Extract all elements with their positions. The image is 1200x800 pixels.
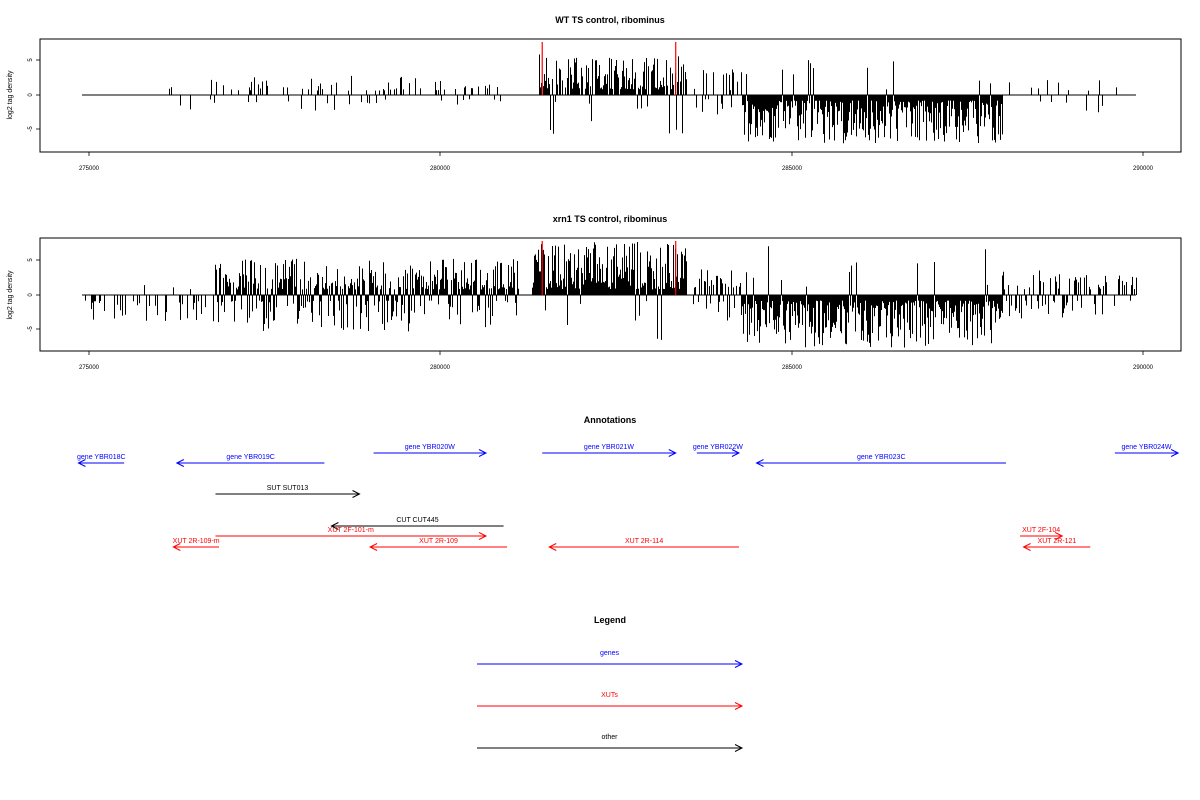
annotation-arrowhead — [548, 543, 557, 551]
annotation-label: gene YBR023C — [857, 454, 906, 461]
annotation-label: gene YBR018C — [77, 454, 126, 461]
annotation-gene: gene YBR021W — [542, 444, 677, 457]
panel-wt-x-axis: 275000 280000 285000 290000 — [79, 152, 1154, 172]
annotation-arrowhead — [1022, 543, 1031, 551]
panel-xrn1-ytick: -5 — [28, 326, 34, 332]
annotation-label: gene YBR024W — [1121, 444, 1171, 451]
panel-xrn1-ytick: 0 — [28, 293, 34, 297]
annotation-arrowhead — [668, 449, 677, 457]
panel-wt: WT TS control, ribominus 5 0 -5 log2 tag… — [7, 15, 1182, 172]
annotation-arrowhead — [1170, 449, 1180, 457]
annotation-arrowhead — [175, 459, 185, 467]
annotation-xut: XUT 2F-101-m — [215, 527, 488, 540]
panel-xrn1-y-axis: 5 0 -5 log2 tag density — [7, 258, 40, 332]
annotation-gene: gene YBR024W — [1114, 444, 1180, 457]
annotation-arrowhead — [731, 449, 741, 457]
annotation-label: gene YBR022W — [693, 444, 743, 451]
annotation-xut: XUT 2R-121 — [1022, 538, 1091, 551]
annotation-xut: XUT 2R-114 — [548, 538, 739, 551]
annotation-arrowhead — [77, 459, 86, 467]
legend-panel: Legend genes XUTs other — [477, 615, 744, 752]
panel-xrn1-xtick: 285000 — [782, 365, 803, 371]
panel-wt-xtick: 280000 — [430, 166, 451, 172]
panel-wt-y-axis: 5 0 -5 log2 tag density — [7, 58, 40, 132]
annotation-arrowhead — [478, 532, 488, 540]
legend-label: XUTs — [601, 692, 618, 699]
panel-wt-xtick: 285000 — [782, 166, 803, 172]
panel-wt-title: WT TS control, ribominus — [555, 15, 665, 25]
legend-item-other: other — [477, 734, 744, 752]
annotation-label: XUT 2R-109 — [419, 538, 458, 545]
annotation-gene: gene YBR023C — [755, 454, 1006, 467]
panel-xrn1-xtick: 275000 — [79, 365, 100, 371]
legend-arrowhead — [734, 702, 744, 710]
legend-item-gene: genes — [477, 650, 744, 668]
annotation-label: XUT 2R-109-m — [173, 538, 220, 545]
legend-title: Legend — [594, 615, 626, 625]
annotation-gene: gene YBR019C — [175, 454, 325, 467]
annotation-label: gene YBR019C — [226, 454, 275, 461]
annotation-label: XUT 2R-121 — [1038, 538, 1077, 545]
panel-wt-xtick: 290000 — [1133, 166, 1154, 172]
panel-wt-marks — [81, 42, 1136, 144]
panel-xrn1-ylabel: log2 tag density — [7, 270, 14, 320]
annotation-other: CUT CUT445 — [330, 517, 504, 530]
panel-xrn1-xtick: 280000 — [430, 365, 451, 371]
annotation-xut: XUT 2R-109-m — [172, 538, 220, 551]
panel-xrn1-xtick: 290000 — [1133, 365, 1154, 371]
legend-label: other — [602, 734, 619, 741]
legend-arrowhead — [734, 744, 744, 752]
annotation-gene: gene YBR018C — [77, 454, 126, 467]
panel-wt-ytick: -5 — [28, 126, 34, 132]
legend-items: genes XUTs other — [477, 650, 744, 752]
legend-label: genes — [600, 650, 620, 657]
annotation-arrowhead — [330, 522, 339, 530]
annotation-features: gene YBR018C gene YBR019C gene YBR020W gene… — [77, 444, 1180, 551]
annotation-label: SUT SUT013 — [267, 485, 309, 492]
panel-xrn1-title: xrn1 TS control, ribominus — [553, 214, 668, 224]
annotation-arrowhead — [755, 459, 764, 467]
panel-wt-ytick: 5 — [28, 58, 34, 62]
panel-xrn1-x-axis: 275000 280000 285000 290000 — [79, 351, 1154, 371]
panel-wt-xtick: 275000 — [79, 166, 100, 172]
panel-wt-frame — [39, 38, 1182, 153]
annotation-arrowhead — [352, 490, 361, 498]
annotations-panel: Annotations gene YBR018C gene YBR019Cgene… — [77, 415, 1180, 551]
panel-wt-ytick: 0 — [28, 93, 34, 97]
annotation-label: XUT 2F-101-m — [328, 527, 374, 534]
annotation-label: gene YBR020W — [405, 444, 455, 451]
annotation-other: SUT SUT013 — [215, 485, 361, 498]
panel-xrn1-frame — [39, 237, 1182, 352]
legend-item-xut: XUTs — [477, 692, 744, 710]
annotation-gene: gene YBR022W — [693, 444, 743, 457]
annotation-arrowhead — [478, 449, 488, 457]
panel-xrn1: xrn1 TS control, ribominus 5 0 -5 log2 t… — [7, 214, 1182, 371]
annotation-xut: XUT 2F-104 — [1020, 527, 1064, 540]
panel-wt-ylabel: log2 tag density — [7, 70, 14, 120]
annotation-label: XUT 2F-104 — [1022, 527, 1060, 534]
legend-arrowhead — [734, 660, 744, 668]
panel-xrn1-marks — [81, 241, 1137, 348]
annotation-arrowhead — [368, 543, 378, 551]
annotation-xut: XUT 2R-109 — [368, 538, 508, 551]
annotation-gene: gene YBR020W — [373, 444, 488, 457]
annotation-label: CUT CUT445 — [396, 517, 438, 524]
annotation-label: gene YBR021W — [584, 444, 634, 451]
annotations-title: Annotations — [584, 415, 637, 425]
panel-xrn1-ytick: 5 — [28, 258, 34, 262]
annotation-arrowhead — [172, 543, 181, 551]
annotation-label: XUT 2R-114 — [625, 538, 663, 545]
annotation-arrowhead — [1054, 532, 1064, 540]
